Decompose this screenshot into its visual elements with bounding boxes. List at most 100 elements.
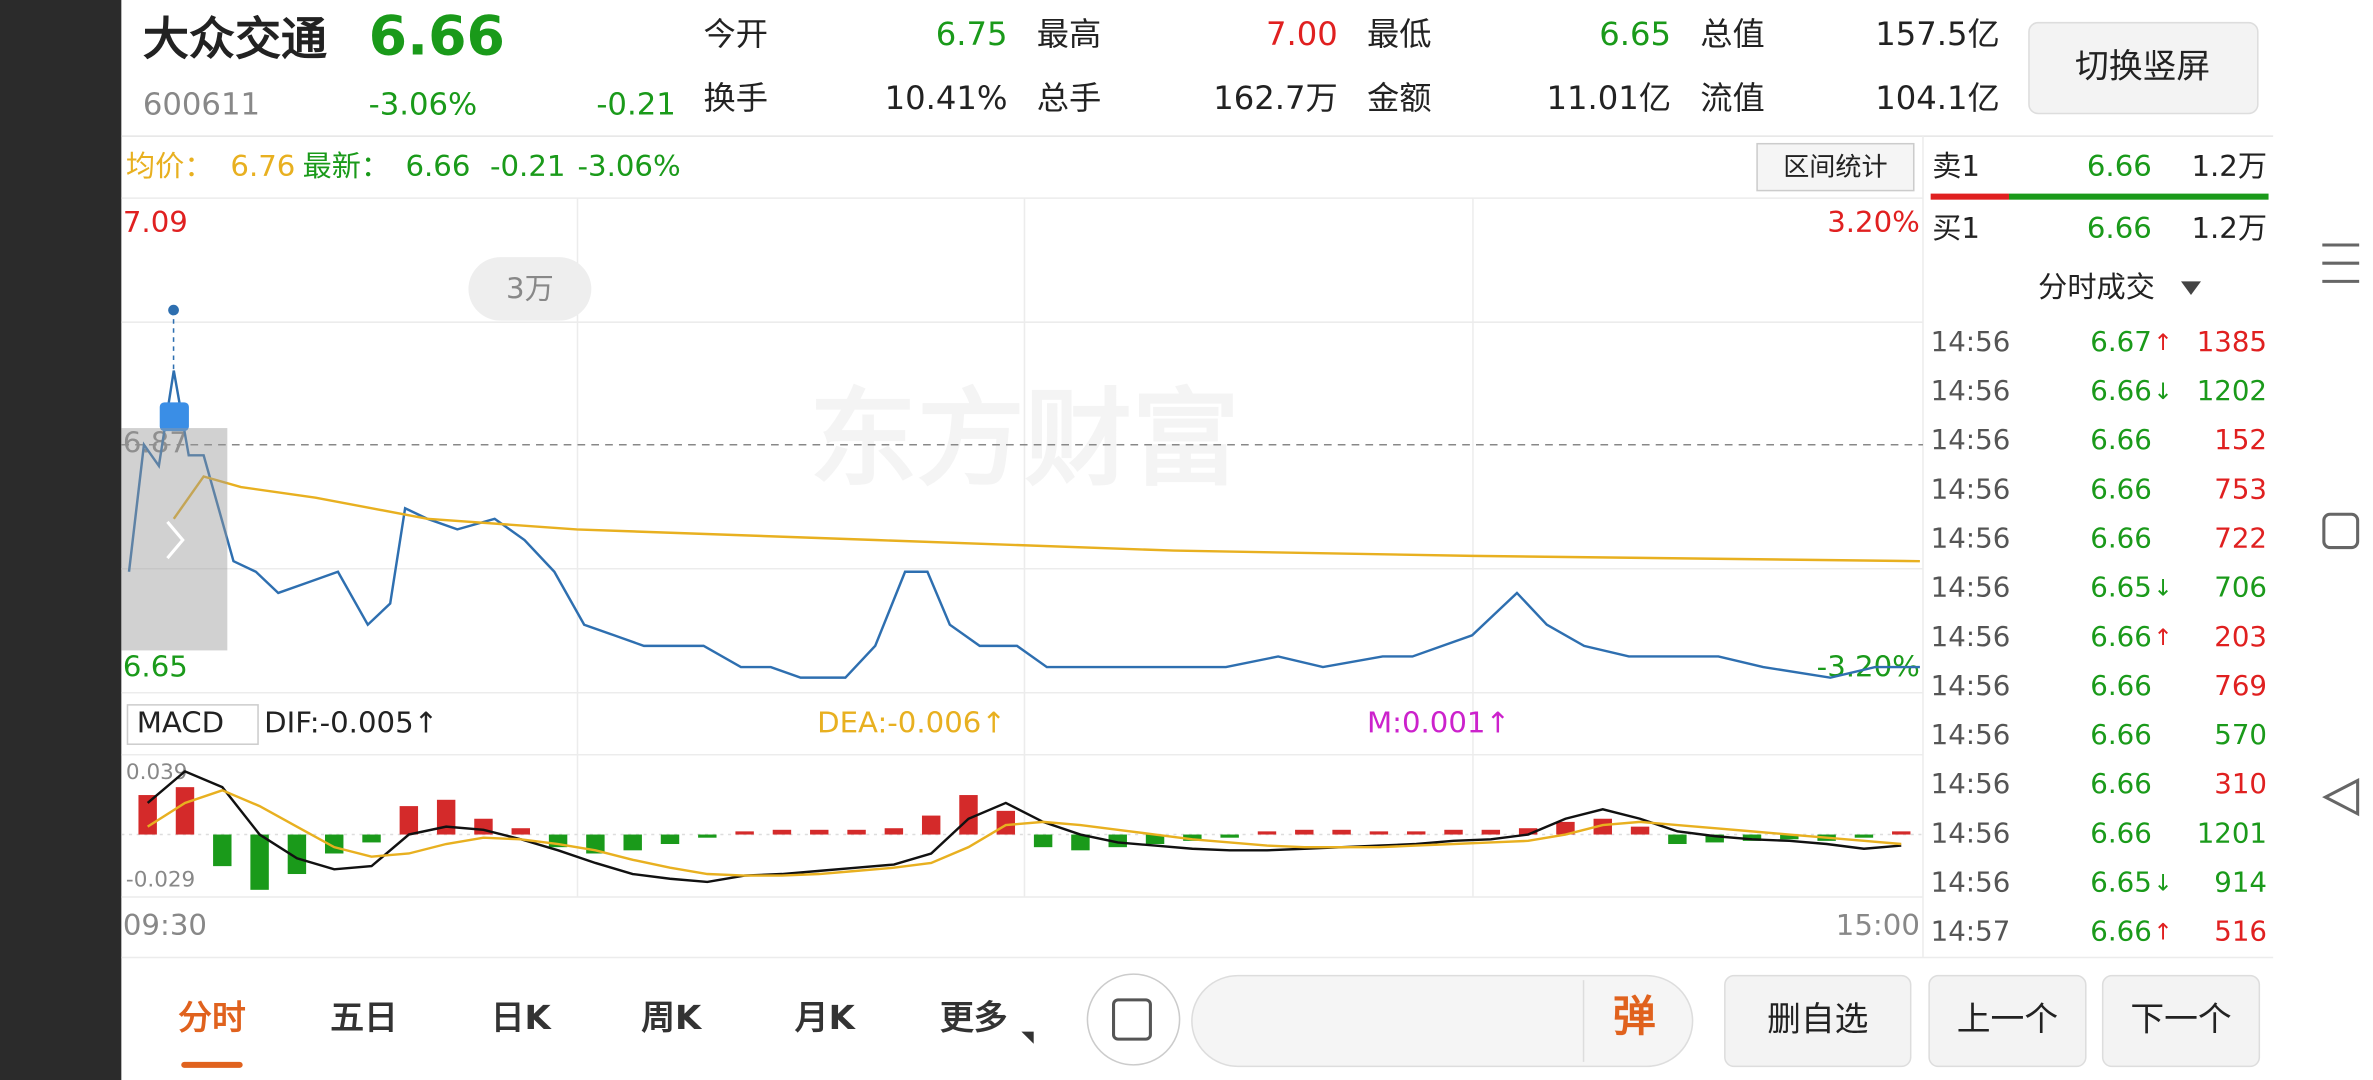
chart-frame: [121, 136, 2274, 959]
macd-bar: [698, 834, 717, 838]
action-button[interactable]: [1724, 974, 1912, 1068]
side-handle[interactable]: [121, 428, 228, 651]
trade-time: 14:56: [1931, 622, 2011, 653]
y-tick-label: 6.87: [123, 426, 188, 460]
macd-bar: [660, 834, 680, 845]
tab[interactable]: 五日: [330, 998, 398, 1037]
x-tick-label: 09:30: [123, 908, 207, 942]
quote-value: 7.00: [1266, 15, 1338, 53]
trade-price: 6.66: [2090, 671, 2152, 702]
macd-bar: [810, 829, 829, 835]
trade-volume: 203: [2214, 622, 2267, 653]
macd-bar: [921, 815, 941, 835]
trade-volume: 1201: [2197, 819, 2267, 850]
macd-bar: [1183, 834, 1202, 841]
trade-volume: 310: [2214, 769, 2267, 800]
macd-bar: [399, 806, 419, 835]
trade-time: 14:56: [1931, 868, 2011, 899]
avg-value: 6.76: [230, 149, 295, 183]
action-button[interactable]: [2101, 974, 2261, 1068]
action-button[interactable]: [1928, 974, 2087, 1068]
trade-time: 14:56: [1931, 819, 2011, 850]
x-tick-label: 15:00: [1836, 908, 1920, 942]
trade-volume: 914: [2214, 868, 2267, 899]
side-arrow: [166, 520, 185, 560]
trade-time: 14:56: [1931, 769, 2011, 800]
avg-label: 均价：: [126, 149, 214, 183]
y-tick-label: 6.65: [123, 650, 188, 684]
ask-bar: [1930, 193, 2009, 200]
trade-arrow: ↓: [2153, 576, 2172, 602]
trade-time: 14:56: [1931, 720, 2011, 751]
macd-bar: [362, 834, 381, 843]
trade-arrow: ↑: [2153, 625, 2172, 651]
macd-bar: [1407, 831, 1426, 835]
macd-bar: [1854, 834, 1874, 838]
macd-bar: [213, 834, 232, 867]
s-marker: [159, 402, 189, 432]
left-bar: [0, 0, 122, 1080]
quote-value: 104.1亿: [1875, 79, 2000, 117]
range-label: 区间统计: [1783, 153, 1887, 183]
range-button[interactable]: [1756, 142, 1915, 192]
stock-name: 大众交通: [143, 13, 328, 66]
macd-bar: [1033, 834, 1053, 848]
danmaku-toggle[interactable]: 弹: [1613, 992, 1656, 1042]
trade-price: 6.66: [2090, 474, 2152, 505]
watermark: 东方财富: [809, 378, 1239, 501]
trade-time: 14:56: [1931, 573, 2011, 604]
tab[interactable]: 周K: [641, 998, 702, 1037]
price-line: [127, 370, 1920, 679]
avg-line: [172, 475, 1920, 563]
action-label: 下一个: [2130, 1000, 2231, 1039]
trade-time: 14:56: [1931, 327, 2011, 358]
quote-label: 流值: [1700, 79, 1765, 117]
quote-label: 换手: [703, 79, 768, 117]
comment-input[interactable]: [1191, 974, 1694, 1068]
quote-label: 今开: [703, 15, 768, 53]
trade-price: 6.66: [2090, 524, 2152, 555]
quote-value: 162.7万: [1213, 79, 1338, 117]
bid-bar: [2008, 193, 2269, 200]
tab[interactable]: 日K: [491, 998, 552, 1037]
macd-selector[interactable]: [126, 704, 259, 745]
trade-arrow: ↓: [2153, 871, 2172, 897]
trade-price: 6.67: [2090, 327, 2152, 358]
quote-label: 最低: [1367, 15, 1432, 53]
tab[interactable]: 分时: [178, 998, 246, 1037]
macd-bar: [138, 795, 157, 835]
tab[interactable]: 更多: [940, 998, 1008, 1037]
trade-time: 14:56: [1931, 671, 2011, 702]
macd-bar: [175, 787, 195, 835]
macd-tick-label: 0.039: [126, 760, 188, 785]
macd-bar: [511, 828, 530, 835]
trade-price: 6.65: [2090, 573, 2152, 604]
trade-time: 14:56: [1931, 524, 2011, 555]
trades-title: 分时成交: [2038, 270, 2155, 304]
toggle-button[interactable]: [2028, 21, 2259, 115]
comment-icon: [1112, 998, 1152, 1041]
macd-bar: [1630, 826, 1650, 835]
trade-time: 14:56: [1931, 474, 2011, 505]
macd-bar: [735, 831, 754, 835]
trade-price: 6.66: [2090, 917, 2152, 948]
more-caret: [1021, 1031, 1034, 1044]
bid-price: 6.66: [2087, 211, 2152, 245]
macd-bar: [1332, 829, 1351, 835]
macd-chart: -0.029 0.039: [121, 760, 1923, 892]
trade-volume: 706: [2214, 573, 2267, 604]
trade-volume: 152: [2214, 425, 2267, 456]
price-chart: 6.656.877.09-3.20%3.20%09:30 15:00: [121, 205, 1923, 942]
macd-bar: [1742, 834, 1762, 841]
change-pct: -3.06%: [369, 88, 478, 123]
tab[interactable]: 月K: [795, 998, 856, 1037]
macd-bar: [996, 810, 1016, 835]
trade-time: 14:56: [1931, 425, 2011, 456]
comment-button[interactable]: [1086, 973, 1181, 1066]
trade-price: 6.66: [2090, 720, 2152, 751]
trades-caret: [2181, 281, 2201, 295]
trade-time: 14:56: [1931, 376, 2011, 407]
trade-price: 6.66: [2090, 769, 2152, 800]
